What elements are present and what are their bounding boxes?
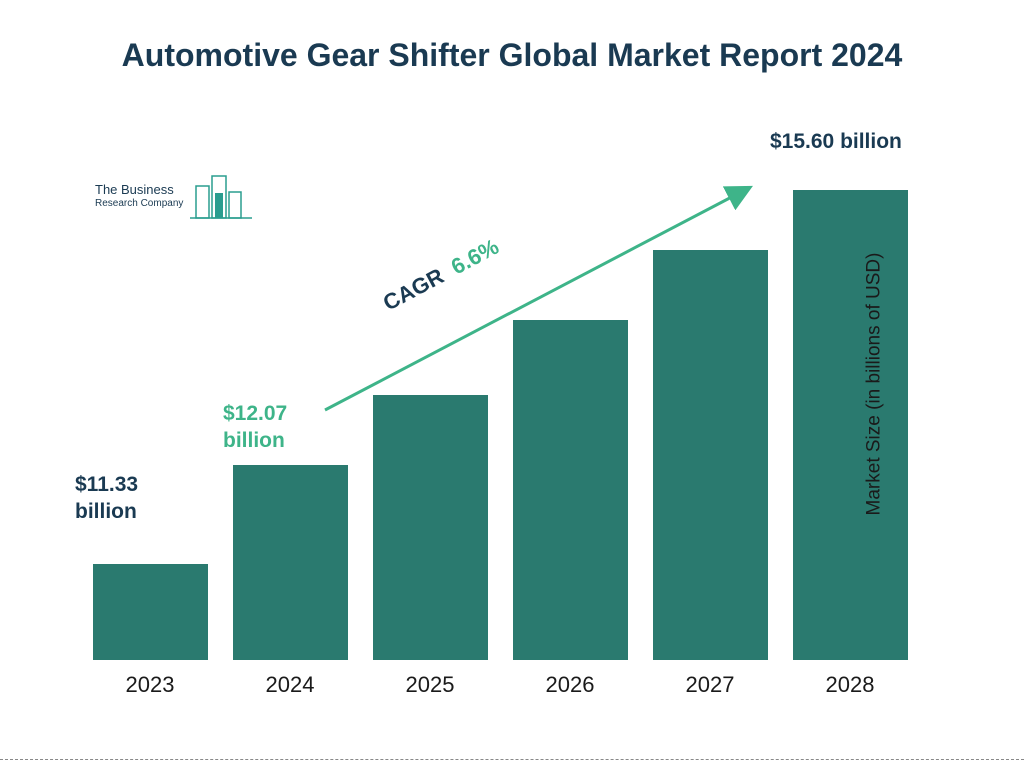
y-axis-label: Market Size (in billions of USD) xyxy=(864,253,886,516)
bar-rect-2028 xyxy=(793,190,908,660)
bar-rect-2025 xyxy=(373,395,488,660)
bars-container: 2023 2024 2025 2026 2027 2028 xyxy=(80,250,920,660)
value-label-2024-l2: billion xyxy=(223,427,287,454)
bar-2025: 2025 xyxy=(373,395,488,660)
logo-line1: The Business xyxy=(95,183,183,198)
value-label-2028: $15.60 billion xyxy=(770,128,902,155)
bar-label-2025: 2025 xyxy=(373,672,488,698)
chart-title: Automotive Gear Shifter Global Market Re… xyxy=(112,35,912,77)
bar-2028: 2028 xyxy=(793,190,908,660)
logo-buildings-icon xyxy=(190,168,255,223)
bar-rect-2026 xyxy=(513,320,628,660)
bar-2026: 2026 xyxy=(513,320,628,660)
company-logo: The Business Research Company xyxy=(95,168,260,228)
value-label-2023-l2: billion xyxy=(75,498,138,525)
bar-2024: 2024 xyxy=(233,465,348,660)
value-label-2023-l1: $11.33 xyxy=(75,471,138,498)
value-label-2024: $12.07 billion xyxy=(223,400,287,455)
bar-label-2023: 2023 xyxy=(93,672,208,698)
bar-label-2028: 2028 xyxy=(793,672,908,698)
bar-rect-2023 xyxy=(93,564,208,660)
value-label-2023: $11.33 billion xyxy=(75,471,138,526)
bar-label-2027: 2027 xyxy=(653,672,768,698)
logo-text: The Business Research Company xyxy=(95,183,183,209)
bar-2023: 2023 xyxy=(93,564,208,660)
bar-label-2026: 2026 xyxy=(513,672,628,698)
bar-2027: 2027 xyxy=(653,250,768,660)
value-label-2024-l1: $12.07 xyxy=(223,400,287,427)
logo-line2: Research Company xyxy=(95,198,183,210)
bar-label-2024: 2024 xyxy=(233,672,348,698)
chart-area: 2023 2024 2025 2026 2027 2028 xyxy=(80,250,920,690)
bar-rect-2024 xyxy=(233,465,348,660)
bottom-dashed-border xyxy=(0,759,1024,760)
value-label-2028-l1: $15.60 billion xyxy=(770,128,902,155)
bar-rect-2027 xyxy=(653,250,768,660)
